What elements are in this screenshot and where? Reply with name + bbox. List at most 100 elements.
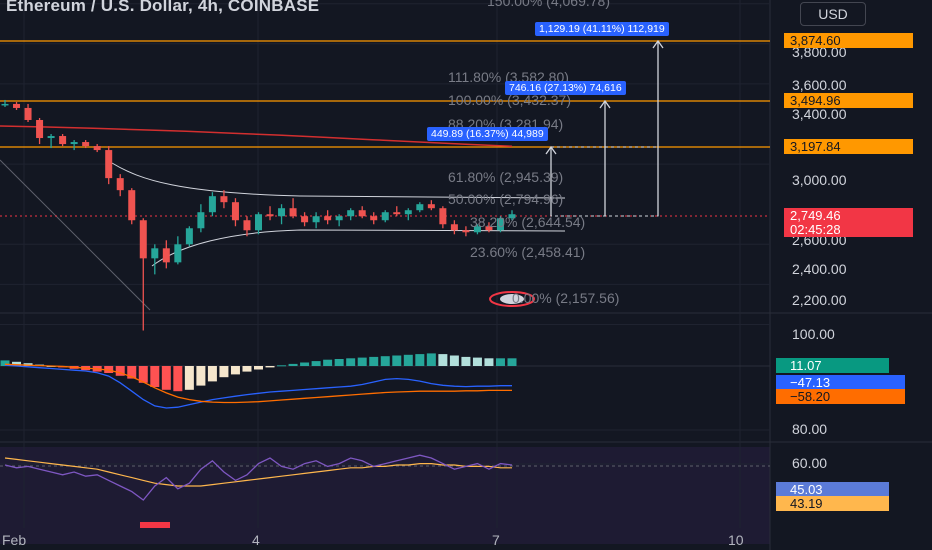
- candle-body: [255, 214, 262, 231]
- event-marker: [489, 291, 535, 307]
- time-axis-label: 4: [252, 532, 260, 548]
- candle-body: [70, 142, 78, 145]
- target-arrow-head: [545, 145, 557, 155]
- macd-histogram-bar: [230, 366, 240, 375]
- candle-body: [139, 220, 147, 259]
- macd-histogram-bar: [461, 356, 471, 366]
- candle-body: [174, 244, 182, 263]
- candle-body: [393, 212, 401, 215]
- macd-histogram-bar: [392, 355, 402, 366]
- macd-histogram-bar: [495, 358, 505, 366]
- candle-body: [462, 230, 470, 233]
- candle-body: [473, 226, 481, 233]
- macd-signal-tag: −58.20: [776, 389, 905, 404]
- macd-histogram-bar: [115, 366, 125, 376]
- rsi-oversold-marker: [140, 522, 170, 528]
- candle-body: [1, 103, 9, 106]
- moving-average-line: [0, 125, 513, 148]
- price-axis-label: 3,800.00: [792, 44, 847, 60]
- candle-body: [105, 150, 113, 179]
- macd-histogram-bar: [415, 354, 425, 366]
- price-tag: 3,197.84: [784, 139, 913, 154]
- candle-body: [197, 212, 205, 229]
- rsi-axis-label: 60.00: [792, 455, 828, 471]
- fib-label: 50.00% (2,794.96): [448, 191, 564, 207]
- candle-body: [312, 216, 320, 223]
- trend-line: [0, 159, 151, 311]
- rsi-ma-line: [4, 457, 512, 487]
- candle-body: [162, 248, 170, 263]
- macd-histogram-bar: [357, 357, 367, 366]
- candle-body: [220, 196, 228, 203]
- macd-histogram-bar: [104, 366, 114, 373]
- macd-histogram-bar: [173, 366, 183, 392]
- macd-histogram-bar: [265, 366, 275, 368]
- candle-body: [59, 136, 67, 145]
- price-axis-label: 3,400.00: [792, 106, 847, 122]
- macd-histogram-bar: [127, 366, 137, 379]
- rsi-band: [0, 447, 770, 544]
- current-price-tag: 2,749.46: [784, 208, 913, 223]
- candle-body: [416, 204, 424, 211]
- macd-histogram-bar: [138, 366, 148, 383]
- fib-label: 38.20% (2,644.54): [470, 214, 586, 230]
- price-axis-label: 2,200.00: [792, 292, 847, 308]
- macd-value-tag: −47.13: [776, 375, 905, 390]
- candle-body: [404, 210, 412, 215]
- candle-body: [370, 216, 378, 221]
- candle-body: [324, 216, 332, 221]
- macd-histogram-bar: [403, 354, 413, 366]
- fib-label: 0.00% (2,157.56): [512, 290, 620, 306]
- macd-histogram-bar: [380, 356, 390, 366]
- macd-histogram-bar: [196, 366, 206, 386]
- macd-line: [4, 364, 512, 409]
- macd-histogram-bar: [12, 361, 22, 366]
- fib-label: 61.80% (2,945.39): [448, 169, 564, 185]
- macd-histogram-bar: [207, 366, 217, 382]
- signal-line: [4, 363, 512, 404]
- candle-body: [47, 136, 55, 139]
- currency-button[interactable]: USD: [800, 2, 866, 26]
- macd-histogram-bar: [426, 353, 436, 366]
- candle-body: [208, 196, 216, 213]
- candle-body: [185, 228, 193, 245]
- candle-body: [427, 204, 435, 209]
- candle-body: [381, 212, 389, 221]
- macd-histogram-bar: [277, 365, 287, 367]
- macd-histogram-bar: [323, 359, 333, 366]
- time-axis-label: 10: [728, 532, 744, 548]
- fib-label: 150.00% (4,069.78): [487, 0, 610, 9]
- macd-histogram-bar: [161, 366, 171, 390]
- rsi-value-tag: 45.03: [776, 482, 889, 497]
- price-tag: 3,874.60: [784, 33, 913, 48]
- macd-histogram-tag: 11.07: [776, 358, 889, 373]
- macd-histogram-bar: [484, 358, 494, 366]
- fib-label: 100.00% (3,432.37): [448, 92, 571, 108]
- macd-histogram-bar: [334, 359, 344, 366]
- target-arrow-head: [652, 39, 664, 49]
- candle-body: [508, 214, 516, 219]
- candle-body: [128, 190, 136, 221]
- macd-histogram-bar: [449, 355, 459, 366]
- candle-body: [24, 107, 32, 120]
- macd-histogram-bar: [472, 357, 482, 366]
- macd-histogram-bar: [242, 366, 252, 372]
- candle-body: [289, 208, 297, 217]
- candle-body: [301, 216, 309, 223]
- price-axis-label: 3,000.00: [792, 172, 847, 188]
- candle-body: [93, 146, 101, 151]
- symbol-title[interactable]: Ethereum / U.S. Dollar, 4h, COINBASE: [6, 0, 320, 15]
- wedge-upper-line: [111, 162, 566, 199]
- macd-histogram-bar: [184, 366, 194, 390]
- macd-axis-label: 100.00: [792, 326, 835, 342]
- candle-body: [243, 220, 251, 231]
- candle-body: [439, 208, 447, 225]
- macd-histogram-bar: [300, 362, 310, 366]
- macd-histogram-bar: [311, 361, 321, 366]
- fib-label: 23.60% (2,458.41): [470, 244, 586, 260]
- countdown-tag: 02:45:28: [784, 222, 913, 237]
- candle-body: [13, 103, 21, 108]
- candle-body: [36, 119, 44, 139]
- price-axis-label: 3,600.00: [792, 77, 847, 93]
